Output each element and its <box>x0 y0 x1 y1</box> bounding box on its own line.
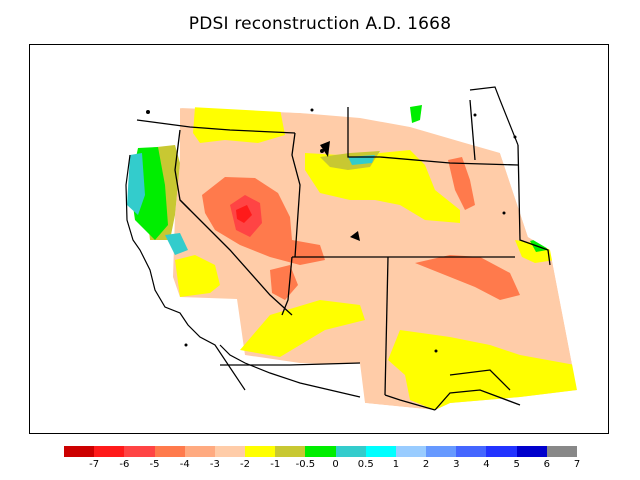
legend-label: -7 <box>89 459 100 470</box>
mexico-land <box>220 363 435 433</box>
legend-swatch <box>275 446 306 457</box>
legend-swatch <box>516 446 547 457</box>
legend-swatch <box>64 446 95 457</box>
map-title: PDSI reconstruction A.D. 1668 <box>188 14 452 34</box>
legend-color-bar <box>64 446 577 457</box>
pdsi-field-yellow-north <box>193 107 285 143</box>
legend-label: -1 <box>270 459 281 470</box>
pdsi-field-orange-colorado <box>415 255 520 300</box>
legend-label: 0 <box>332 459 339 470</box>
legend-swatch <box>124 446 155 457</box>
legend-label: 3 <box>453 459 460 470</box>
legend-swatch <box>214 446 246 457</box>
pdsi-field-yellow-southwest <box>175 255 220 297</box>
legend-label: 6 <box>543 459 550 470</box>
legend-label: 7 <box>573 459 581 470</box>
legend-label: -4 <box>179 459 190 470</box>
legend-label: -2 <box>240 459 251 470</box>
state-borders <box>136 99 551 411</box>
legend-label: -0.5 <box>295 459 316 470</box>
pdsi-field-green-north <box>410 105 422 123</box>
legend-swatch <box>154 446 185 457</box>
pdsi-map <box>30 45 608 433</box>
color-legend: -7 -6 -5 -4 -3 -2 -1 -0.5 0 0.5 1 2 3 4 5 6 7 <box>64 446 581 476</box>
pdsi-field-red-center <box>236 205 252 223</box>
pdsi-field-orange-nevada <box>202 177 325 265</box>
legend-swatch <box>305 446 336 457</box>
pdsi-field-cyan-coast <box>127 153 145 215</box>
legend-label: -6 <box>119 459 130 470</box>
legend-label: 4 <box>483 459 490 470</box>
legend-swatch <box>365 446 396 457</box>
legend-label: 0.5 <box>357 459 374 470</box>
legend-label: 2 <box>422 459 430 470</box>
legend-label: -3 <box>209 459 220 470</box>
legend-swatch <box>245 446 276 457</box>
legend-swatch <box>486 446 517 457</box>
pdsi-field-orange-dakota <box>448 157 475 210</box>
legend-labels: -7 -6 -5 -4 -3 -2 -1 -0.5 0 0.5 1 2 3 4 5 6 7 <box>64 459 581 473</box>
legend-swatch <box>395 446 427 457</box>
legend-swatch <box>335 446 366 457</box>
legend-swatch <box>94 446 125 457</box>
legend-label: 1 <box>392 459 400 470</box>
legend-swatch <box>546 446 577 457</box>
lakes <box>146 108 517 353</box>
legend-label: -5 <box>149 459 160 470</box>
legend-swatch <box>184 446 215 457</box>
legend-swatch <box>456 446 487 457</box>
legend-swatch <box>426 446 457 457</box>
eastern-blank <box>465 85 608 433</box>
map-frame <box>29 44 609 434</box>
pdsi-field-cyan-bay <box>165 233 188 255</box>
coastline <box>125 86 519 398</box>
north-blank <box>130 45 608 115</box>
legend-label: 5 <box>513 459 520 470</box>
pdsi-field-yellow-south <box>240 300 365 357</box>
